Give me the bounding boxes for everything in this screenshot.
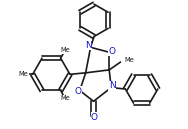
Text: O: O <box>74 87 81 95</box>
Text: Me: Me <box>124 57 134 63</box>
Text: Me: Me <box>60 95 70 101</box>
Text: N: N <box>109 81 116 90</box>
Text: Me: Me <box>60 47 70 53</box>
Text: N: N <box>85 41 92 50</box>
Text: Me: Me <box>19 71 29 77</box>
Text: O: O <box>91 112 98 122</box>
Text: O: O <box>108 47 115 56</box>
